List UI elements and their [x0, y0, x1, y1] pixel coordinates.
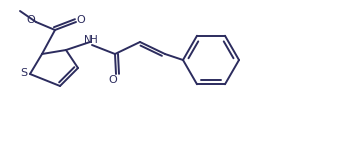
Text: O: O — [77, 15, 85, 25]
Text: H: H — [90, 35, 98, 45]
Text: O: O — [27, 15, 35, 25]
Text: S: S — [20, 68, 27, 78]
Text: N: N — [84, 35, 92, 45]
Text: O: O — [109, 75, 117, 85]
